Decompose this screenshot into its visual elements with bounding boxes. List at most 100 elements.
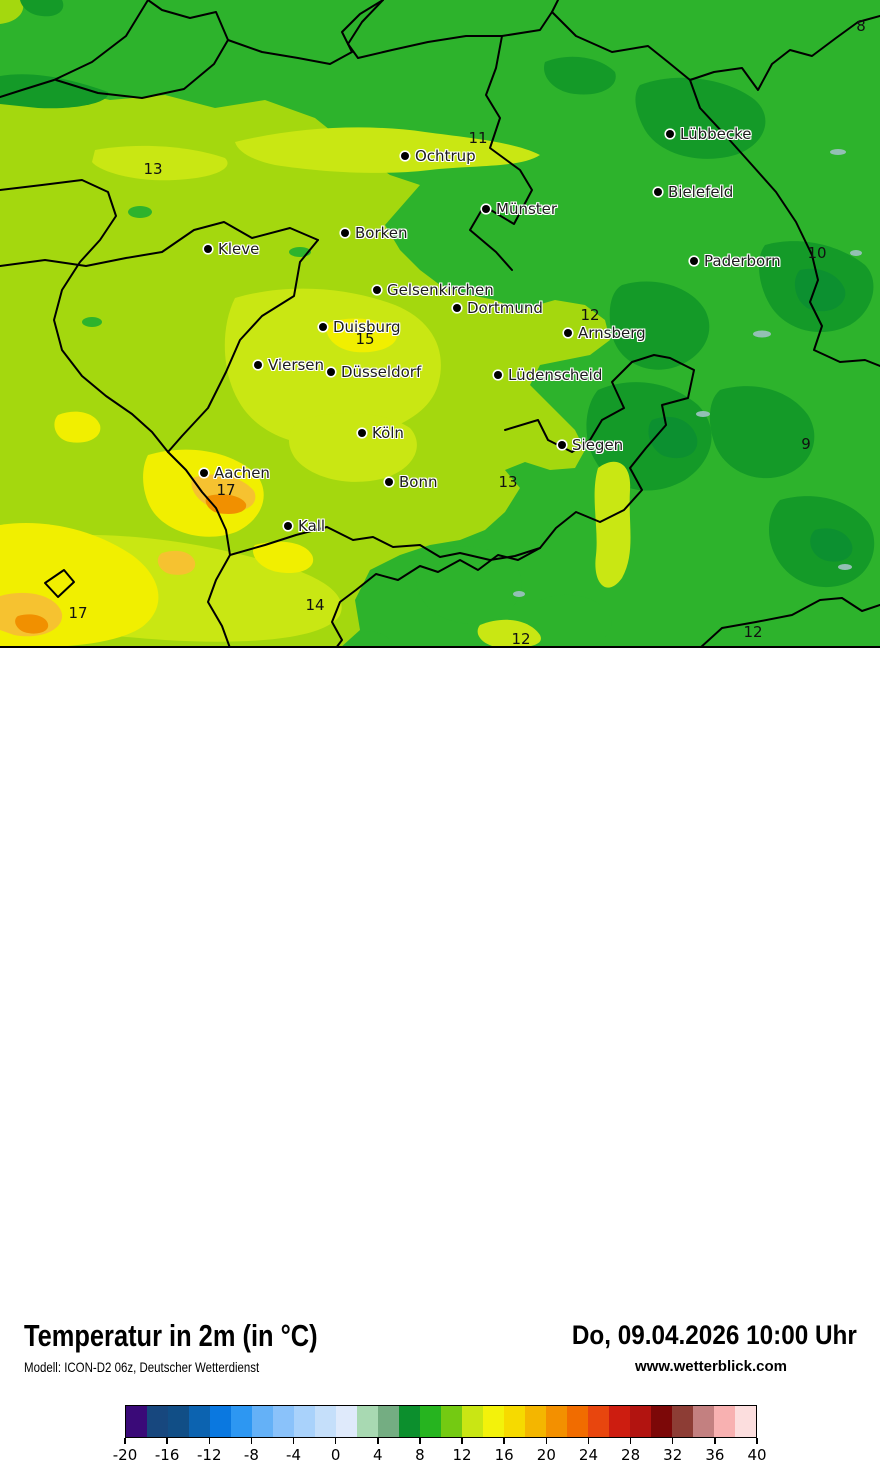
colorbar-tick: [292, 1438, 295, 1444]
colorbar-segment: [273, 1406, 294, 1437]
colorbar-segment: [525, 1406, 546, 1437]
colorbar-segment: [420, 1406, 441, 1437]
colorbar-segment: [168, 1406, 189, 1437]
colorbar-segment: [546, 1406, 567, 1437]
colorbar-segment: [126, 1406, 147, 1437]
colorbar-tick-label: 24: [578, 1446, 598, 1464]
temperature-value: 13: [143, 160, 163, 178]
website-label: www.wetterblick.com: [635, 1358, 787, 1375]
city-marker: Münster: [482, 200, 557, 218]
colorbar-tick: [377, 1438, 379, 1444]
city-dot-icon: [373, 286, 381, 294]
temperature-value: 12: [511, 630, 531, 648]
colorbar-segment: [357, 1406, 378, 1437]
colorbar-tick-label: 8: [415, 1446, 425, 1464]
colorbar-segment: [441, 1406, 462, 1437]
colorbar-segment: [672, 1406, 693, 1437]
city-label: Lübbecke: [680, 125, 752, 143]
colorbar-tick-label: -12: [197, 1446, 222, 1464]
city-dot-icon: [358, 429, 366, 437]
border-lines: [0, 0, 880, 646]
city-label: Lüdenscheid: [508, 366, 603, 384]
colorbar-segment: [504, 1406, 525, 1437]
colorbar-tick-label: 4: [373, 1446, 383, 1464]
colorbar-tick-label: -4: [286, 1446, 302, 1464]
city-dot-icon: [341, 229, 349, 237]
city-marker: Bonn: [385, 473, 437, 491]
city-label: Düsseldorf: [341, 363, 422, 381]
colorbar-tick-label: 20: [536, 1446, 556, 1464]
temperature-value: 12: [580, 306, 600, 324]
datetime-label: Do, 09.04.2026 10:00 Uhr: [571, 1320, 857, 1350]
colorbar-segment: [735, 1406, 756, 1437]
city-marker: Ochtrup: [401, 147, 476, 165]
temperature-map-art: [0, 0, 880, 646]
colorbar: [125, 1405, 757, 1438]
colorbar-segment: [336, 1406, 357, 1437]
city-label: Kall: [298, 517, 326, 535]
city-marker: Duisburg: [319, 318, 401, 336]
colorbar-tick: [503, 1438, 505, 1444]
city-label: Arnsberg: [578, 324, 646, 342]
colorbar-segment: [231, 1406, 252, 1437]
city-dot-icon: [200, 469, 208, 477]
temperature-value: 14: [305, 596, 325, 614]
colorbar-tick: [250, 1438, 253, 1444]
city-marker: Lübbecke: [666, 125, 752, 143]
colorbar-tick: [756, 1438, 758, 1444]
colorbar-tick: [124, 1438, 126, 1444]
temperature-value: 17: [68, 604, 88, 622]
colorbar-segment: [462, 1406, 483, 1437]
colorbar-segment: [588, 1406, 609, 1437]
city-marker: Aachen: [200, 464, 270, 482]
colorbar-segment: [693, 1406, 714, 1437]
page-title: Temperatur in 2m (in °C): [24, 1318, 318, 1353]
colorbar-tick: [334, 1438, 337, 1444]
colorbar-tick-label: 36: [705, 1446, 725, 1464]
colorbar-segments: [126, 1406, 756, 1437]
colorbar-segment: [378, 1406, 399, 1437]
temperature-map: Ochtrup Lübbecke Bielefeld Münster Borken Kle…: [0, 0, 880, 648]
city-marker: Gelsenkirchen: [373, 281, 494, 299]
colorbar-segment: [630, 1406, 651, 1437]
city-dot-icon: [558, 441, 566, 449]
city-dot-icon: [666, 130, 674, 138]
temperature-value: 12: [743, 623, 763, 641]
city-label: Viersen: [268, 356, 325, 374]
city-dot-icon: [453, 304, 461, 312]
colorbar-segment: [651, 1406, 672, 1437]
colorbar-segment: [147, 1406, 168, 1437]
colorbar-segment: [714, 1406, 735, 1437]
city-marker: Lüdenscheid: [494, 366, 602, 384]
colorbar-segment: [483, 1406, 504, 1437]
colorbar-ticks: -20 -16 -12 -8 -4 0 4 8 12 16 20 24 28 32 36 40: [113, 1438, 767, 1468]
colorbar-segment: [294, 1406, 315, 1437]
city-label: Bonn: [399, 473, 438, 491]
city-dot-icon: [385, 478, 393, 486]
colorbar-tick-label: -8: [243, 1446, 259, 1464]
city-label: Gelsenkirchen: [387, 281, 494, 299]
city-dot-icon: [284, 522, 292, 530]
city-marker: Kall: [284, 517, 325, 535]
city-label: Duisburg: [333, 318, 401, 336]
model-info: Modell: ICON-D2 06z, Deutscher Wetterdie…: [24, 1359, 260, 1375]
city-dot-icon: [319, 323, 327, 331]
city-marker: Arnsberg: [564, 324, 646, 342]
colorbar-segment: [609, 1406, 630, 1437]
map-overlays: Ochtrup Lübbecke Bielefeld Münster Borken Kle…: [0, 0, 880, 646]
footer: Temperatur in 2m (in °C) Modell: ICON-D2…: [0, 648, 880, 1464]
city-marker: Kleve: [204, 240, 259, 258]
city-dot-icon: [204, 245, 212, 253]
city-marker: Düsseldorf: [327, 363, 421, 381]
colorbar-tick: [545, 1438, 548, 1444]
city-label: Köln: [372, 424, 404, 442]
colorbar-tick-label: 0: [330, 1446, 341, 1464]
temperature-value: 8: [856, 17, 866, 35]
city-marker: Paderborn: [690, 252, 781, 270]
city-dot-icon: [482, 205, 490, 213]
colorbar-tick-label: 32: [663, 1446, 683, 1464]
city-marker: Siegen: [558, 436, 623, 454]
city-label: Paderborn: [704, 252, 781, 270]
temperature-value: 13: [498, 473, 518, 491]
